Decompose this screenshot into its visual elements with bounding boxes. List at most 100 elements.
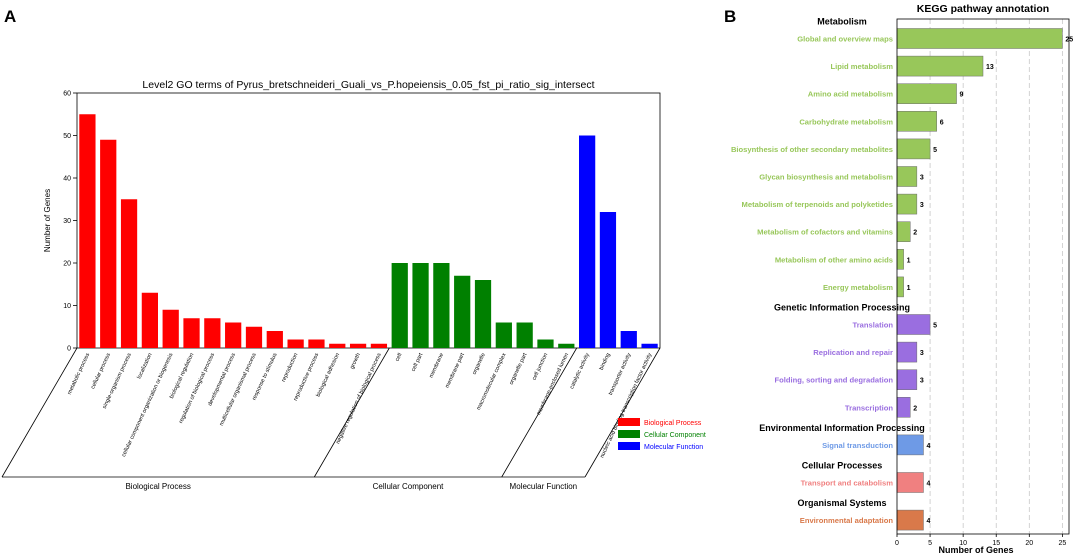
- go-bar: [349, 343, 367, 348]
- group-label: Cellular Component: [373, 482, 444, 491]
- x-tick-label: cell: [395, 352, 404, 362]
- x-tick-label: 0: [895, 540, 899, 547]
- kegg-section-header: Metabolism: [817, 17, 867, 27]
- go-bar: [495, 322, 512, 348]
- panel-label-b: B: [724, 7, 736, 26]
- x-tick-label: growth: [349, 352, 362, 370]
- go-bar: [412, 263, 429, 348]
- x-tick-label: organelle part: [509, 352, 529, 386]
- kegg-bar: [896, 509, 924, 531]
- kegg-row-label: Biosynthesis of other secondary metaboli…: [731, 145, 893, 154]
- x-tick-label: binding: [599, 352, 612, 371]
- go-bar: [79, 114, 96, 348]
- kegg-value-label: 5: [933, 147, 937, 154]
- kegg-row-label: Signal transduction: [822, 441, 893, 450]
- go-bar: [141, 292, 158, 348]
- kegg-bar: [896, 276, 904, 298]
- kegg-bar: [896, 166, 918, 187]
- y-tick-label: 10: [63, 303, 71, 310]
- y-tick-label: 0: [67, 346, 71, 353]
- go-bar: [100, 139, 117, 348]
- kegg-bar: [896, 193, 918, 215]
- x-tick-label: cellular process: [90, 352, 112, 390]
- kegg-row-label: Translation: [852, 321, 893, 330]
- kegg-section-header: Cellular Processes: [802, 461, 883, 471]
- panel-label-a: A: [4, 7, 16, 26]
- x-tick-label: negative regulation of biological proces…: [335, 352, 383, 445]
- legend-label: Cellular Component: [644, 432, 706, 439]
- legend-swatch: [618, 430, 640, 438]
- kegg-plot-frame: [896, 18, 1070, 535]
- kegg-value-label: 2: [913, 405, 917, 412]
- go-chart: A Level2 GO terms of Pyrus_bretschneideri…: [1, 7, 706, 491]
- x-tick-label: biological adhesion: [316, 352, 342, 398]
- kegg-value-label: 1: [907, 285, 911, 292]
- x-axis-label: Number of Genes: [938, 545, 1013, 555]
- kegg-row-label: Folding, sorting and degradation: [774, 376, 893, 385]
- go-bar: [308, 339, 325, 348]
- x-tick-label: cell junction: [532, 352, 550, 381]
- kegg-row-label: Metabolism of other amino acids: [775, 255, 893, 264]
- kegg-value-label: 4: [926, 518, 930, 525]
- go-bar: [162, 309, 179, 348]
- kegg-value-label: 9: [960, 92, 964, 99]
- kegg-title: KEGG pathway annotation: [917, 3, 1049, 15]
- group-divider: [501, 347, 578, 478]
- legend-label: Biological Process: [644, 420, 702, 427]
- x-tick-label: catalytic activity: [569, 352, 591, 390]
- kegg-value-label: 13: [986, 64, 994, 71]
- go-bar: [558, 343, 575, 348]
- kegg-section-header: Environmental Information Processing: [759, 423, 925, 433]
- y-tick-label: 40: [63, 176, 71, 183]
- y-tick-label: 30: [63, 218, 71, 225]
- kegg-bar: [896, 55, 984, 77]
- kegg-row-label: Carbohydrate metabolism: [799, 117, 893, 126]
- x-tick-label: 20: [1025, 540, 1033, 547]
- y-tick-label: 20: [63, 261, 71, 268]
- go-bar: [329, 343, 346, 348]
- group-divider: [313, 347, 390, 478]
- kegg-section-header: Genetic Information Processing: [774, 303, 910, 313]
- kegg-bar: [896, 111, 937, 132]
- go-bar: [287, 339, 304, 348]
- go-bar: [204, 318, 221, 348]
- kegg-section-header: Organismal Systems: [797, 498, 886, 508]
- legend-swatch: [618, 418, 640, 426]
- x-tick-label: cellular component organization or bioge…: [121, 352, 175, 458]
- x-tick-label: localization: [137, 352, 154, 380]
- kegg-value-label: 3: [920, 175, 924, 182]
- kegg-value-label: 3: [920, 378, 924, 385]
- go-bar: [370, 343, 388, 348]
- go-bar: [516, 322, 533, 348]
- group-divider: [584, 347, 661, 478]
- kegg-value-label: 5: [933, 323, 937, 330]
- kegg-row-label: Global and overview maps: [797, 35, 893, 44]
- kegg-row-label: Transport and catabolism: [801, 479, 894, 488]
- kegg-value-label: 4: [926, 443, 930, 450]
- legend-swatch: [618, 442, 640, 450]
- kegg-row-label: Metabolism of cofactors and vitamins: [757, 228, 893, 237]
- y-axis-label: Number of Genes: [43, 189, 52, 252]
- x-tick-label: transporter activity: [608, 352, 633, 396]
- kegg-value-label: 6: [940, 119, 944, 126]
- kegg-bar: [896, 83, 957, 104]
- kegg-bar: [896, 369, 918, 390]
- kegg-value-label: 3: [920, 350, 924, 357]
- go-bar: [579, 135, 596, 348]
- kegg-bar: [896, 221, 911, 242]
- x-tick-label: membrane: [428, 352, 445, 379]
- kegg-row-label: Glycan biosynthesis and metabolism: [759, 173, 893, 182]
- go-bar: [454, 275, 471, 348]
- x-tick-label: organelle: [472, 352, 487, 375]
- kegg-row-label: Transcription: [845, 403, 893, 412]
- kegg-value-label: 4: [926, 481, 930, 488]
- go-bar: [433, 263, 450, 348]
- kegg-row-label: Lipid metabolism: [831, 62, 894, 71]
- x-tick-label: 15: [992, 540, 1000, 547]
- x-tick-label: reproduction: [281, 352, 300, 383]
- x-tick-label: 5: [928, 540, 932, 547]
- kegg-bar: [896, 397, 911, 418]
- go-bar: [391, 263, 408, 348]
- kegg-bar: [896, 472, 924, 493]
- group-label: Biological Process: [125, 482, 190, 491]
